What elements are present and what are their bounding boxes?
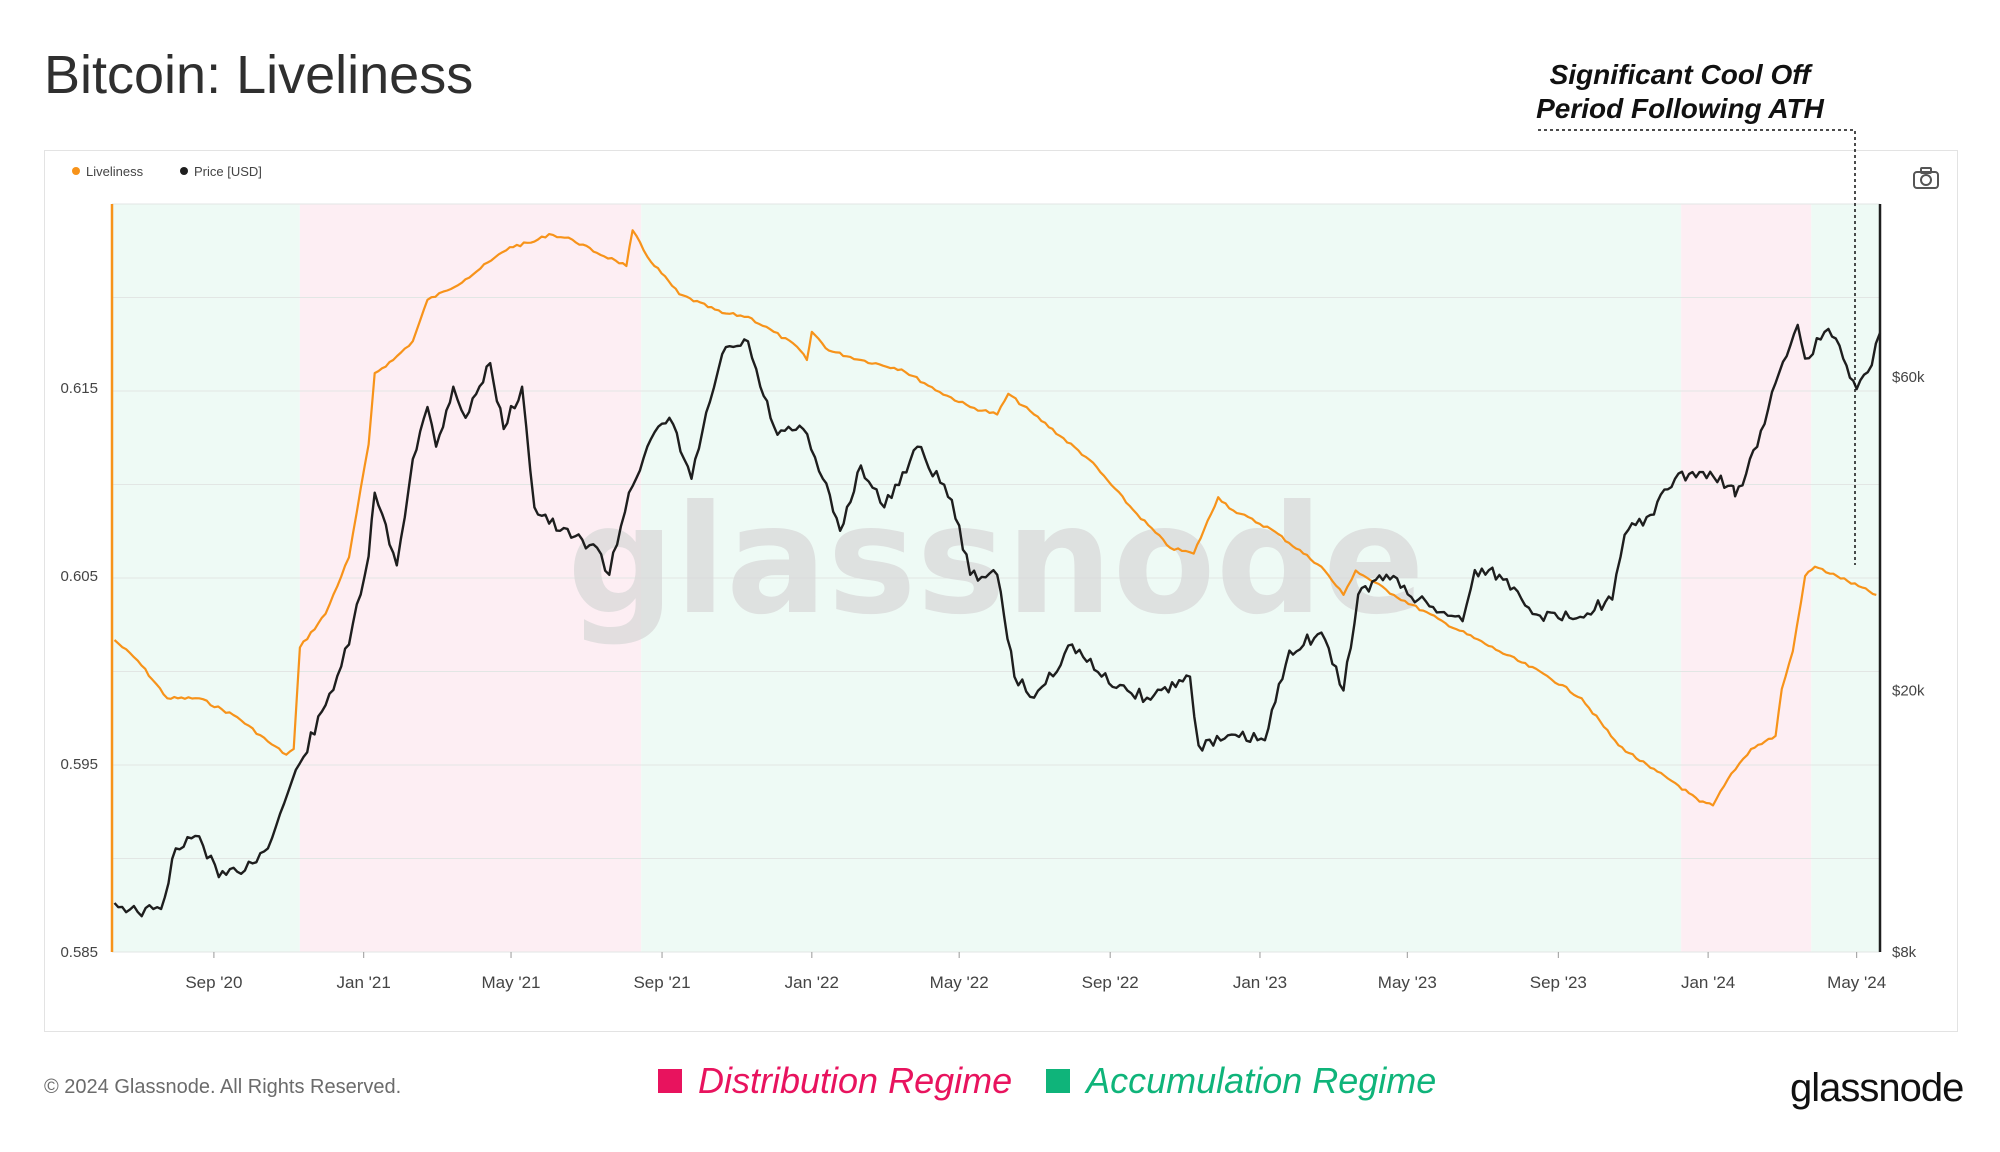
x-tick-label: May '23 xyxy=(1378,973,1437,992)
x-tick-label: Sep '21 xyxy=(633,973,690,992)
x-tick-label: Jan '22 xyxy=(785,973,839,992)
x-tick-label: May '21 xyxy=(482,973,541,992)
series-line-liveliness xyxy=(113,229,1877,807)
annotation-line-2: Period Following ATH xyxy=(1536,93,1824,124)
accumulation-swatch xyxy=(1046,1069,1071,1093)
legend-dot xyxy=(72,167,80,175)
brand-logo: glassnode xyxy=(1790,1066,1964,1110)
watermark: glassnode xyxy=(567,474,1425,648)
x-tick-label: Jan '21 xyxy=(337,973,391,992)
x-tick-label: Jan '23 xyxy=(1233,973,1287,992)
distribution-legend-label: Distribution Regime xyxy=(698,1060,1013,1101)
legend-label: Price [USD] xyxy=(194,164,262,179)
y-left-tick-label: 0.585 xyxy=(60,944,98,961)
x-tick-label: May '24 xyxy=(1827,973,1886,992)
x-tick-label: May '22 xyxy=(930,973,989,992)
y-right-tick-label: $8k xyxy=(1892,944,1917,961)
x-tick-label: Sep '23 xyxy=(1530,973,1587,992)
x-tick-label: Sep '20 xyxy=(185,973,242,992)
page-title: Bitcoin: Liveliness xyxy=(44,45,474,105)
y-right-tick-label: $20k xyxy=(1892,683,1925,700)
distribution-legend-item: Distribution Regime xyxy=(658,1060,1012,1102)
y-left-tick-label: 0.595 xyxy=(60,756,98,773)
chart-frame xyxy=(44,150,1958,1032)
y-left-tick-label: 0.605 xyxy=(60,568,98,585)
y-left-tick-label: 0.615 xyxy=(60,380,98,397)
annotation-line-1: Significant Cool Off xyxy=(1549,59,1811,90)
accumulation-legend-item: Accumulation Regime xyxy=(1046,1060,1436,1102)
copyright-text: © 2024 Glassnode. All Rights Reserved. xyxy=(44,1076,402,1098)
x-tick-label: Jan '24 xyxy=(1681,973,1735,992)
y-right-tick-label: $60k xyxy=(1892,369,1925,386)
annotation-connector xyxy=(1538,129,1856,565)
legend-dot xyxy=(180,167,188,175)
camera-icon[interactable] xyxy=(1912,166,1940,190)
distribution-swatch xyxy=(658,1069,682,1093)
chart-annotation: Significant Cool Off Period Following AT… xyxy=(1510,58,1850,126)
x-tick-label: Sep '22 xyxy=(1082,973,1139,992)
series-line-price xyxy=(113,323,1882,918)
regime-legend: Distribution Regime Accumulation Regime xyxy=(658,1060,1470,1102)
accumulation-legend-label: Accumulation Regime xyxy=(1086,1060,1437,1101)
legend-label: Liveliness xyxy=(86,164,144,179)
